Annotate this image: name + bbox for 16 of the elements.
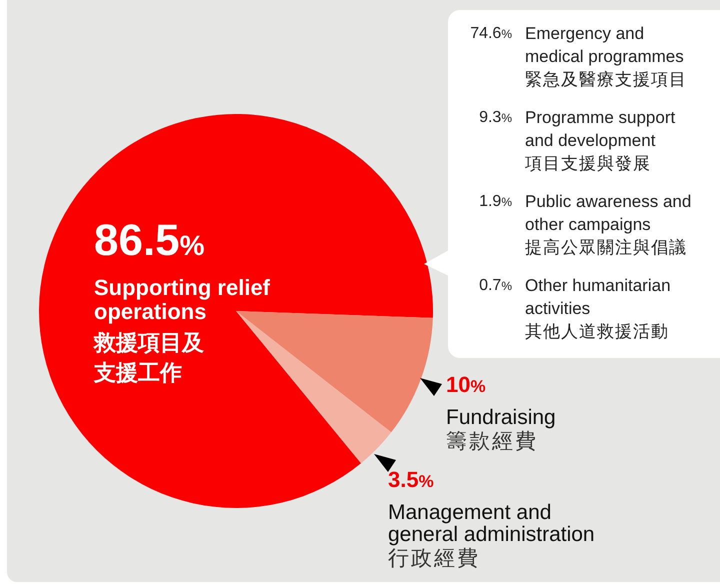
data-label: 3.5% <box>388 467 434 494</box>
text: 9.3% <box>479 109 512 126</box>
slice-label: Management and general administration 行政經費 <box>388 501 596 572</box>
data-label: 10% <box>446 372 486 399</box>
pie-slice <box>236 311 392 464</box>
category-label: Other humanitarian activities 其他人道救援活動 <box>525 275 672 343</box>
category-label: Public awareness and other campaigns 提高公眾關注與倡議 <box>525 191 692 259</box>
pie-slice <box>236 311 433 432</box>
slice-label: Fundraising 籌款經費 <box>446 406 557 455</box>
category-label: Emergency and medical programmes 緊急及醫療支援項目 <box>525 23 688 91</box>
data-label: 86.5% <box>94 216 205 267</box>
text: 1.9% <box>479 193 512 210</box>
text: 74.6% <box>470 25 512 42</box>
category-label: Programme support and development 項目支援與發展 <box>525 107 676 175</box>
text: 0.7% <box>479 277 512 294</box>
slice-label: Supporting relief operations 救援項目及支援工作 <box>94 275 271 387</box>
